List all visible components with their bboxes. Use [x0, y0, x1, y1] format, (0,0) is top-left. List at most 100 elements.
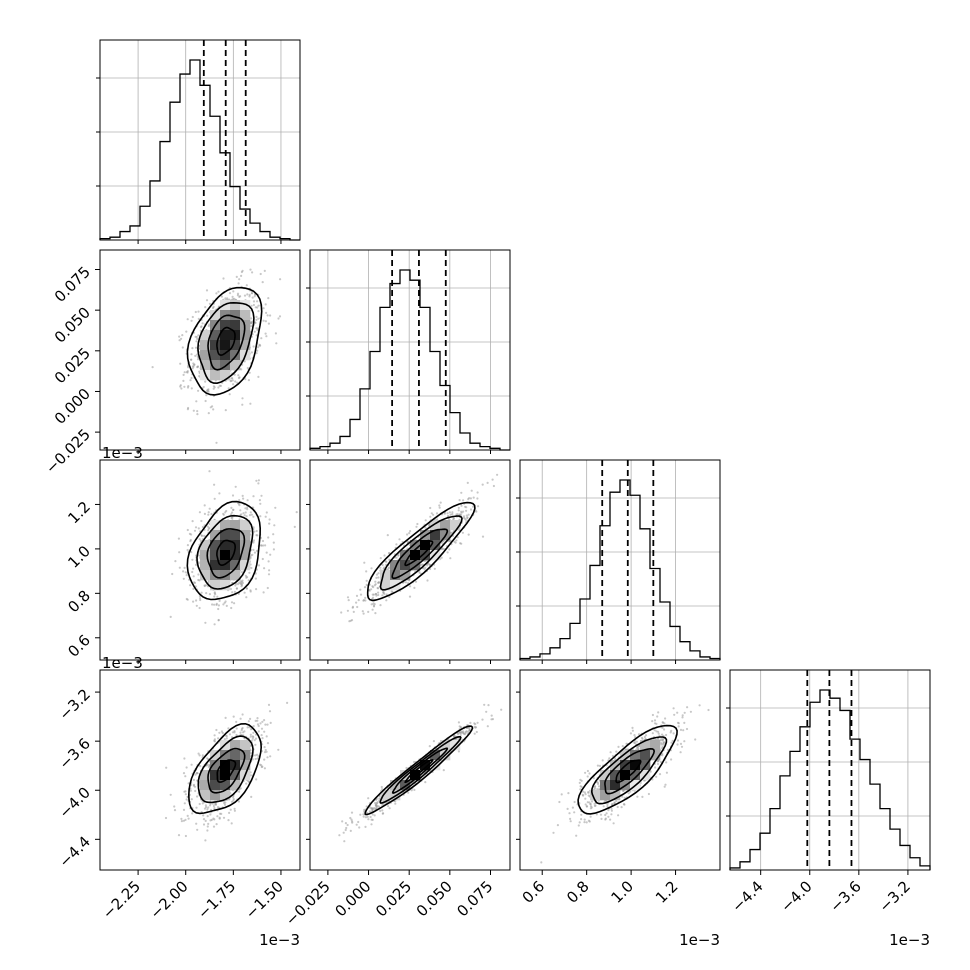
sample-point	[258, 499, 261, 502]
density-cell	[200, 350, 211, 361]
sample-point	[151, 366, 154, 369]
sample-point	[464, 518, 467, 521]
density-cell	[220, 360, 231, 371]
sample-point	[215, 823, 218, 826]
density-cell	[230, 320, 241, 331]
sample-point	[178, 339, 181, 342]
density-cell	[210, 530, 221, 541]
sample-point	[388, 595, 391, 598]
sample-point	[245, 596, 248, 599]
sample-point	[634, 736, 637, 739]
sample-point	[255, 315, 258, 318]
density-cell	[230, 350, 241, 361]
sample-point	[458, 725, 461, 728]
sample-point	[374, 612, 377, 615]
sample-point	[190, 319, 193, 322]
sample-point	[240, 585, 243, 588]
sample-point	[220, 730, 223, 733]
sample-point	[252, 725, 255, 728]
panel-content	[169, 470, 298, 626]
sample-point	[377, 581, 381, 584]
sample-point	[381, 563, 384, 567]
sample-point	[265, 311, 268, 314]
sample-point	[186, 814, 189, 817]
sample-point	[208, 507, 211, 510]
sample-point	[357, 820, 360, 824]
sample-point	[213, 497, 216, 500]
sample-point	[202, 823, 206, 826]
sample-point	[215, 292, 218, 295]
sample-point	[185, 371, 188, 374]
density-cell	[220, 520, 231, 531]
sample-point	[254, 577, 257, 580]
sample-point	[208, 593, 211, 596]
sample-point	[340, 611, 343, 614]
contour-line	[186, 500, 262, 601]
sample-point	[472, 505, 475, 508]
sample-point	[373, 603, 376, 606]
density-cell	[230, 780, 241, 791]
sample-point	[190, 387, 193, 390]
density-cell	[220, 580, 231, 591]
sample-point	[229, 808, 232, 811]
sample-point	[694, 738, 697, 741]
sample-point	[268, 518, 271, 521]
sample-point	[246, 508, 249, 511]
sample-point	[346, 596, 350, 599]
contour-line	[391, 528, 449, 580]
sample-point	[259, 272, 262, 276]
panel-frame	[99, 459, 301, 661]
sample-point	[379, 566, 382, 569]
density-cell	[380, 580, 391, 591]
density-cell	[390, 780, 401, 791]
sample-point	[344, 822, 347, 825]
density-cell	[230, 570, 241, 581]
sample-point	[249, 402, 252, 405]
sample-point	[263, 767, 266, 770]
sample-point	[683, 740, 686, 743]
sample-point	[195, 772, 198, 775]
sample-point	[450, 531, 453, 534]
sample-point	[191, 365, 194, 368]
sample-point	[468, 497, 471, 500]
scatter-panel-2-1	[309, 459, 511, 661]
sample-point	[344, 828, 347, 832]
sample-point	[457, 750, 460, 753]
sample-point	[355, 601, 358, 604]
sample-point	[460, 510, 463, 513]
sample-point	[457, 506, 460, 509]
sample-point	[186, 408, 189, 411]
sample-point	[184, 818, 187, 821]
panel-content	[151, 268, 282, 444]
density-cell	[240, 300, 251, 311]
sample-point	[213, 483, 216, 486]
sample-point	[257, 310, 260, 313]
sample-point	[469, 721, 472, 724]
sample-point	[275, 342, 278, 345]
sample-point	[261, 557, 264, 561]
sample-point	[184, 793, 187, 796]
sample-point	[183, 790, 186, 793]
sample-point	[621, 745, 624, 748]
sample-point	[230, 513, 233, 516]
scatter-panel-1-0	[99, 249, 301, 451]
sample-point	[584, 797, 587, 800]
sample-point	[184, 834, 187, 838]
contour-line	[379, 515, 463, 591]
sample-point	[596, 764, 599, 767]
sample-point	[198, 538, 201, 541]
sample-point	[250, 325, 253, 328]
sample-point	[387, 551, 391, 555]
sample-point	[177, 537, 180, 540]
sample-point	[259, 544, 263, 547]
scatter-panel-3-2	[519, 669, 721, 871]
sample-point	[644, 734, 648, 737]
sample-point	[256, 349, 259, 352]
sample-point	[217, 604, 220, 607]
sample-point	[267, 297, 270, 300]
sample-point	[236, 583, 240, 586]
sample-point	[182, 772, 186, 775]
density-cell	[420, 540, 431, 551]
sample-point	[268, 522, 271, 525]
sample-point	[199, 597, 202, 600]
